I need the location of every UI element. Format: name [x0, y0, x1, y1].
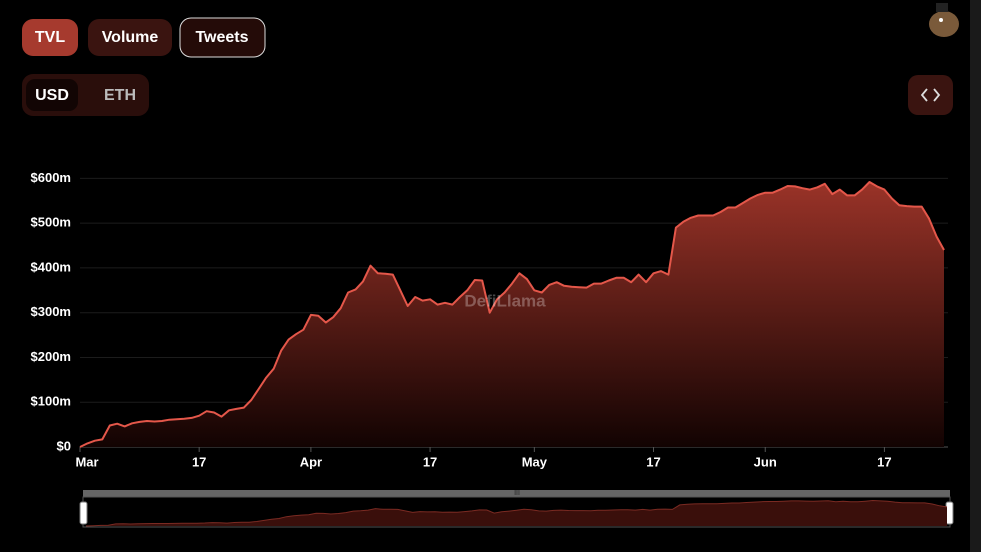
minimap-area	[86, 500, 947, 526]
y-tick-label: $500m	[31, 215, 71, 230]
x-tick-label: 17	[423, 454, 437, 469]
x-tick-label: Jun	[754, 454, 777, 469]
brush-handle[interactable]	[945, 501, 954, 525]
plot-area: $0 $100m $200m $300m $400m $500m $600m Mar 17 Apr…	[31, 170, 948, 469]
currency-button[interactable]	[26, 79, 78, 111]
x-tick-label: 17	[877, 454, 891, 469]
brush-handle[interactable]	[79, 501, 88, 525]
y-tick-label: $200m	[31, 349, 71, 364]
brush-handle-icon: III	[514, 490, 520, 497]
llama-avatar	[929, 3, 959, 37]
x-tick-label: 17	[646, 454, 660, 469]
x-tick-label: Mar	[75, 454, 98, 469]
y-tick-label: $300m	[31, 304, 71, 319]
tab-label[interactable]: Tweets	[195, 29, 248, 46]
embed-icon	[920, 88, 941, 102]
scrollbar	[970, 0, 981, 552]
minimap-line	[85, 499, 948, 527]
area	[80, 182, 944, 447]
brush-bar[interactable]	[83, 490, 950, 497]
y-tick-label: $0	[57, 438, 71, 453]
y-tick-label: $100m	[31, 394, 71, 409]
x-tick-label: May	[522, 454, 548, 469]
currency-label[interactable]: ETH	[104, 87, 136, 104]
tab-button[interactable]	[22, 19, 78, 56]
currency-label[interactable]: USD	[35, 87, 69, 104]
tab-button[interactable]	[179, 17, 266, 58]
tab-label[interactable]: TVL	[35, 29, 65, 46]
x-tick-label: Apr	[300, 454, 322, 469]
line	[79, 181, 945, 448]
y-tick-label: $400m	[31, 259, 71, 274]
watermark: DefiLlama	[464, 291, 546, 310]
tab-label[interactable]: Volume	[102, 29, 159, 46]
embed-button[interactable]	[908, 75, 953, 115]
tab-button[interactable]	[88, 19, 172, 56]
x-tick-label: 17	[192, 454, 206, 469]
y-tick-label: $600m	[31, 170, 71, 185]
